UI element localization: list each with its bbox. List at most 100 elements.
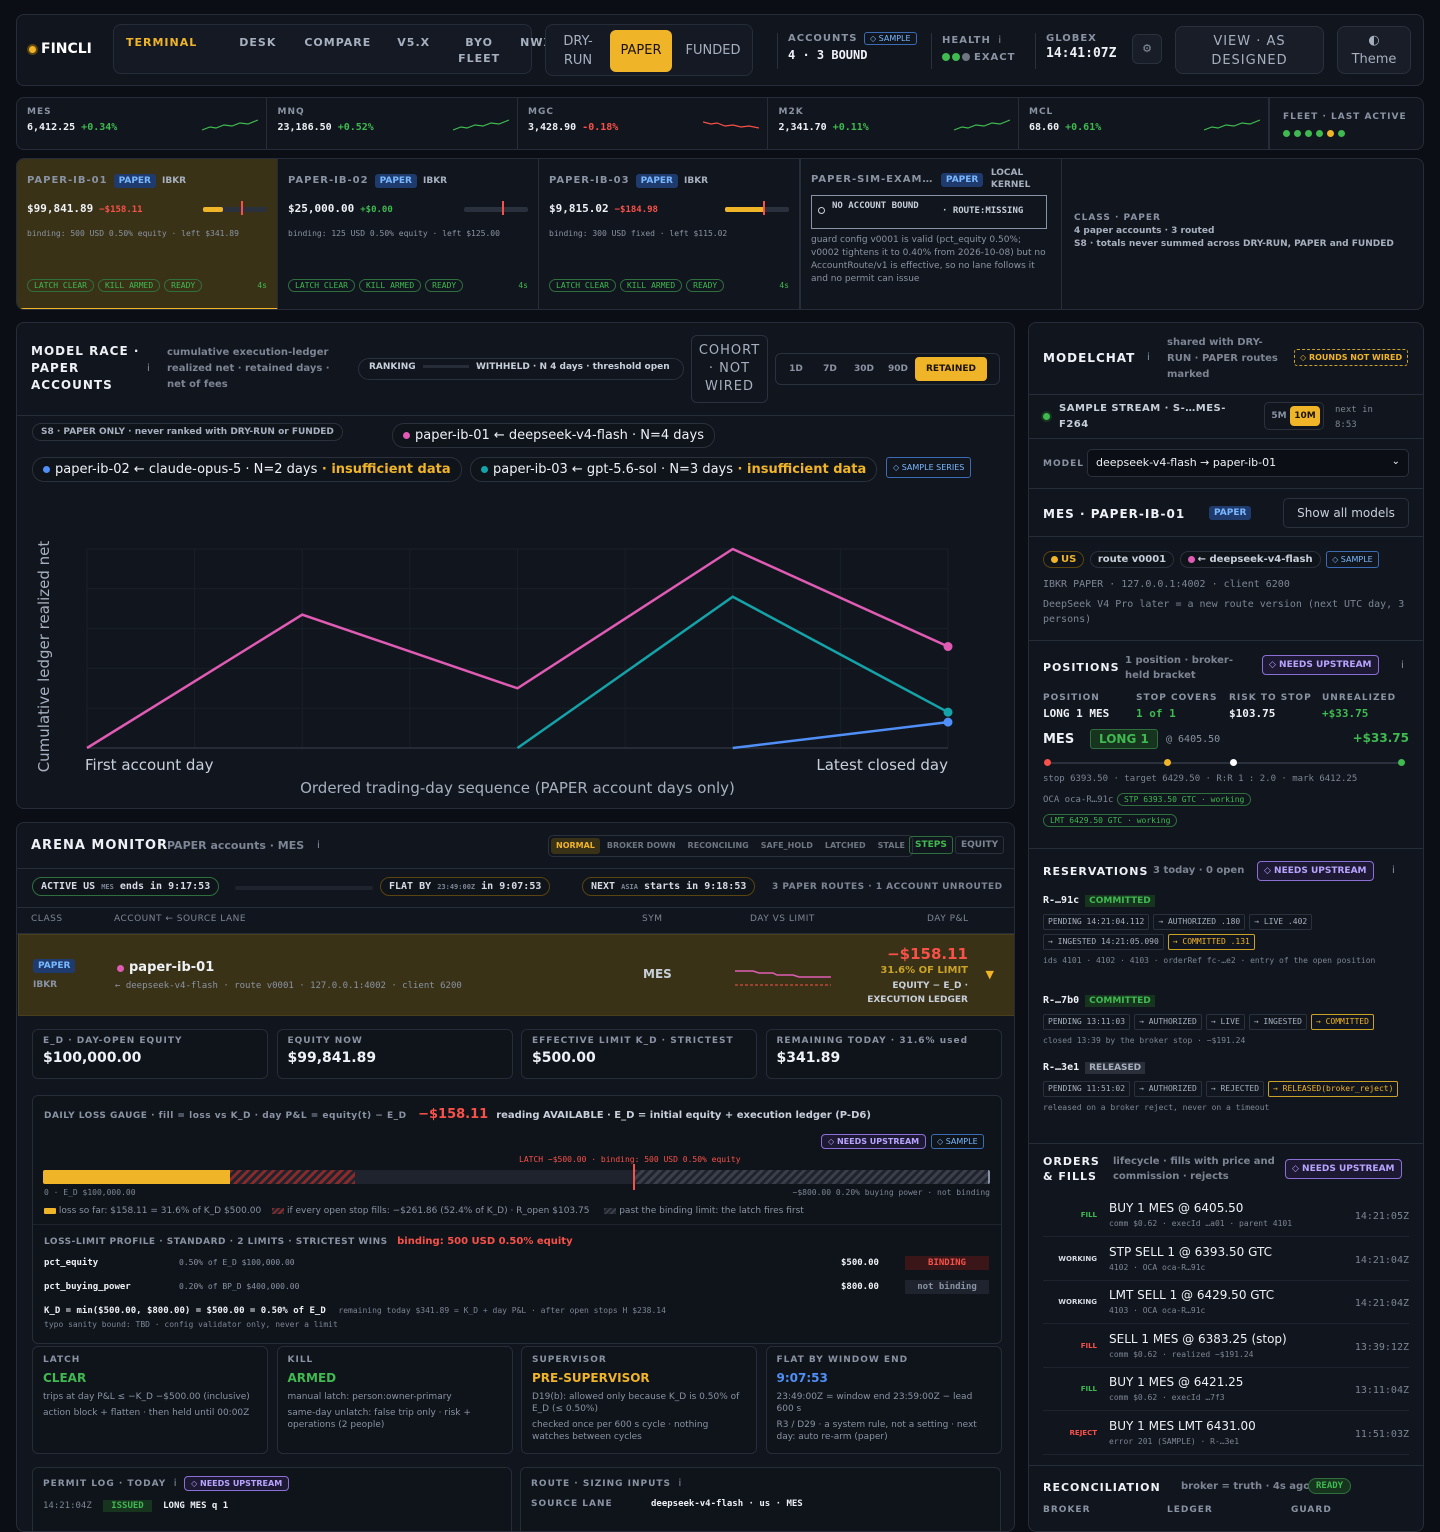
account-card-paper-ib-02[interactable]: PAPER-IB-02 PAPER IBKR $25,000.00 +$0.00 bind… <box>278 159 539 309</box>
show-all-models-button[interactable]: Show all models <box>1283 498 1409 528</box>
info-icon[interactable]: i <box>998 35 1002 46</box>
interval-10m[interactable]: 10M <box>1290 406 1320 426</box>
status-chip: LATCH CLEAR <box>27 279 94 292</box>
equity-toggle[interactable]: EQUITY <box>955 836 1005 854</box>
control-note: same-day unlatch: false trip only · risk… <box>287 1408 471 1430</box>
range-1d[interactable]: 1D <box>789 364 803 374</box>
steps-toggle[interactable]: STEPS <box>909 836 953 854</box>
state-reconciling[interactable]: RECONCILING <box>687 841 749 850</box>
state-latched[interactable]: LATCHED <box>824 841 866 850</box>
info-icon[interactable]: i <box>147 363 150 374</box>
limit-name: pct_buying_power <box>44 1282 131 1292</box>
interval-5m[interactable]: 5M <box>1271 411 1287 421</box>
ticker-mes[interactable]: MES 6,412.25 +0.34% <box>17 98 267 149</box>
orders-title: ORDERS & FILLS <box>1043 1155 1100 1183</box>
nav-tab-0[interactable]: TERMINAL <box>126 36 198 49</box>
control-note: action block + flatten · then held until… <box>43 1408 250 1418</box>
state-normal[interactable]: NORMAL <box>551 838 600 854</box>
order-row[interactable]: WORKING STP SELL 1 @ 6393.50 GTC 4102 · OC… <box>1043 1241 1409 1281</box>
order-row[interactable]: REJECT BUY 1 MES LMT 6431.00 error 201 (SA… <box>1043 1415 1409 1455</box>
control-value: ARMED <box>287 1371 337 1385</box>
nav-tab-1[interactable]: DESK <box>239 36 277 49</box>
ticker-price: 23,186.50 <box>277 122 332 133</box>
account-card-paper-ib-03[interactable]: PAPER-IB-03 PAPER IBKR $9,815.02 −$184.98 bin… <box>539 159 800 309</box>
range-retained[interactable]: RETAINED <box>915 357 987 381</box>
order-row[interactable]: WORKING LMT SELL 1 @ 6429.50 GTC 4103 · OC… <box>1043 1284 1409 1324</box>
positions-section: POSITIONS 1 position · broker-held brack… <box>1029 641 1423 849</box>
fleet-dot-icon <box>1316 129 1323 137</box>
ticker-m2k[interactable]: M2K 2,341.70 +0.11% <box>769 98 1019 149</box>
reservation-id: R-…3e1 <box>1043 1062 1080 1073</box>
order-text: LMT SELL 1 @ 6429.50 GTC <box>1109 1288 1275 1302</box>
state-broker-down[interactable]: BROKER DOWN <box>606 841 676 850</box>
info-icon[interactable]: i <box>678 1478 682 1489</box>
reservation-step: → INGESTED <box>1248 1014 1307 1030</box>
sim-account-card[interactable]: PAPER-SIM-EXAM… PAPER LOCAL KERNEL NO AC… <box>800 159 1061 309</box>
model-select[interactable]: deepseek-v4-flash → paper-ib-01 ⌄ <box>1087 449 1409 477</box>
nav-tab-4[interactable]: BYO FLEET <box>458 36 501 65</box>
limit-value: $500.00 <box>841 1258 879 1268</box>
mes-title: MES · PAPER-IB-01 <box>1043 507 1186 521</box>
range-90d[interactable]: 90D <box>888 364 908 374</box>
nav-tab-5[interactable]: NWX <box>520 36 553 49</box>
nav-tab-3[interactable]: V5.X <box>397 36 431 49</box>
ticker-mgc[interactable]: MGC 3,428.90 -0.18% <box>518 98 768 149</box>
view-as-designed-button[interactable]: VIEW · AS DESIGNED <box>1175 26 1324 74</box>
legend-item[interactable]: paper-ib-02 ← claude-opus-5 · N=2 days ·… <box>32 457 462 482</box>
reservation-item[interactable]: R-…91c COMMITTED PENDING 14:21:04.112 → AUT… <box>1043 893 1409 967</box>
account-card-paper-ib-01[interactable]: PAPER-IB-01 PAPER IBKR $99,841.89 −$158.11 bi… <box>17 159 278 309</box>
range-7d[interactable]: 7D <box>823 364 837 374</box>
arena-stat: EQUITY NOW $99,841.89 <box>276 1029 513 1079</box>
permit-log-title: PERMIT LOG · TODAY <box>43 1479 167 1489</box>
symbol: MES <box>643 967 672 981</box>
order-row[interactable]: FILL BUY 1 MES @ 6405.50 comm $0.62 · exec… <box>1043 1197 1409 1237</box>
reservation-item[interactable]: R-…3e1 RELEASED PENDING 11:51:02 → AUTHORIZ… <box>1043 1060 1409 1114</box>
mode-dry-run[interactable]: DRY- RUN <box>563 34 593 68</box>
ranking-bar: RANKING WITHHELD · N 4 days · threshold … <box>358 358 684 380</box>
next-sub: ASIA <box>621 883 638 891</box>
theme-button[interactable]: ◐ Theme <box>1337 26 1411 74</box>
legend-insufficient: · insufficient data <box>317 462 451 477</box>
legend-item[interactable]: paper-ib-01 ← deepseek-v4-flash · N=4 da… <box>392 423 715 448</box>
info-icon[interactable]: i <box>1147 352 1150 363</box>
ticker-mnq[interactable]: MNQ 23,186.50 +0.52% <box>268 98 518 149</box>
gauge-title: DAILY LOSS GAUGE · fill = loss vs K_D · … <box>44 1111 407 1121</box>
kd-formula: K_D = min($500.00, $800.00) = $500.00 = … <box>44 1306 326 1316</box>
fleet-dot-icon <box>1283 129 1290 137</box>
lane-dot-icon <box>1187 555 1195 563</box>
model-pill: ← deepseek-v4-flash <box>1179 551 1321 568</box>
route-title: ROUTE · SIZING INPUTS <box>531 1479 672 1489</box>
info-icon[interactable]: i <box>1401 660 1404 671</box>
arena-col-header: DAY VS LIMIT <box>750 914 815 924</box>
loss-bar-fill <box>725 207 765 212</box>
range-30d[interactable]: 30D <box>854 364 874 374</box>
info-icon[interactable]: i <box>1392 865 1395 876</box>
state-stale[interactable]: STALE <box>877 841 906 850</box>
order-row[interactable]: FILL BUY 1 MES @ 6421.25 comm $0.62 · exec… <box>1043 1371 1409 1411</box>
settings-button[interactable]: ⚙ <box>1132 34 1162 64</box>
mode-paper[interactable]: PAPER <box>610 30 672 72</box>
order-subtext: comm $0.62 · execId …7f3 <box>1109 1393 1225 1402</box>
loss-gauge-bar <box>43 1170 990 1184</box>
legend-item[interactable]: paper-ib-03 ← gpt-5.6-sol · N=3 days · i… <box>470 457 878 482</box>
nav-tab-2[interactable]: COMPARE <box>304 36 372 49</box>
state-safe-hold[interactable]: SAFE_HOLD <box>760 841 813 850</box>
ticker-mcl[interactable]: MCL 68.60 +0.61% <box>1019 98 1269 149</box>
chevron-down-icon[interactable]: ▼ <box>985 968 994 981</box>
arena-row-paper-ib-01[interactable]: PAPER IBKR paper-ib-01 ← deepseek-v4-fla… <box>18 934 1014 1016</box>
empty-circle-icon <box>818 207 825 214</box>
control-label: KILL <box>287 1355 314 1365</box>
modelchat-header: MODELCHAT i shared with DRY-RUN · PAPER … <box>1029 323 1423 395</box>
ticker-change: +0.11% <box>832 122 869 133</box>
order-text: BUY 1 MES @ 6421.25 <box>1109 1375 1244 1389</box>
mark-marker-icon <box>1230 759 1237 766</box>
reservation-item[interactable]: R-…7b0 COMMITTED PENDING 13:11:03 → AUTHORI… <box>1043 993 1409 1047</box>
brand[interactable]: FINCLI <box>29 41 92 57</box>
mode-funded[interactable]: FUNDED <box>685 43 741 58</box>
order-row[interactable]: FILL SELL 1 MES @ 6383.25 (stop) comm $0.6… <box>1043 1328 1409 1368</box>
accounts-label: ACCOUNTS <box>788 33 858 44</box>
info-icon[interactable]: i <box>317 840 320 851</box>
info-icon[interactable]: i <box>173 1478 177 1489</box>
stream-row: SAMPLE STREAM · S-…MES-F264 5M 10M next i… <box>1029 395 1423 439</box>
oca-group: OCA oca-R…91c <box>1043 795 1114 805</box>
